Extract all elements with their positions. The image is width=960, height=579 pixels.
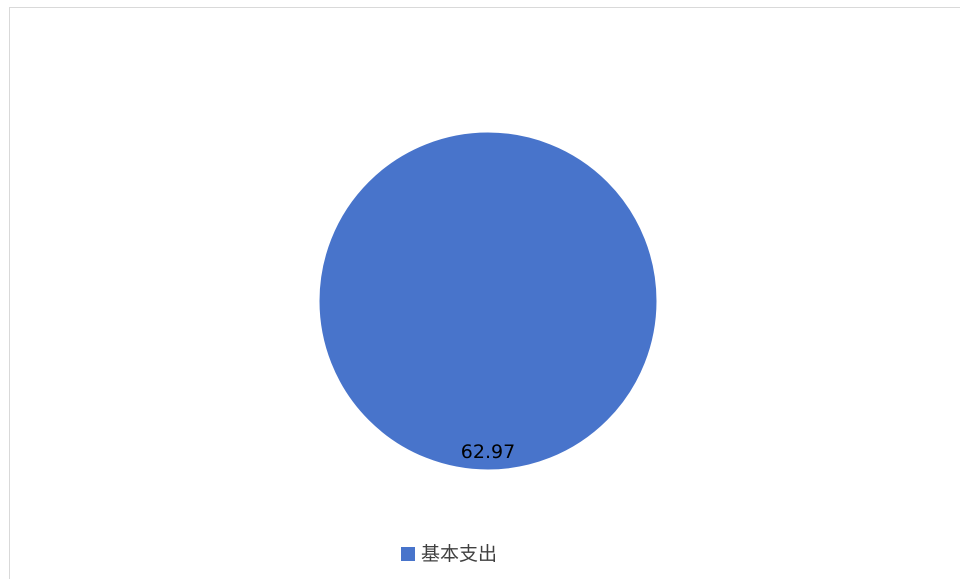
legend-swatch-basic-expenditure <box>401 547 415 561</box>
data-label-basic-expenditure: 62.97 <box>461 441 515 463</box>
legend-label-basic-expenditure: 基本支出 <box>421 543 498 565</box>
pie-slice-0 <box>318 131 658 471</box>
legend: 基本支出 <box>401 541 497 567</box>
pie-slices <box>318 131 658 471</box>
